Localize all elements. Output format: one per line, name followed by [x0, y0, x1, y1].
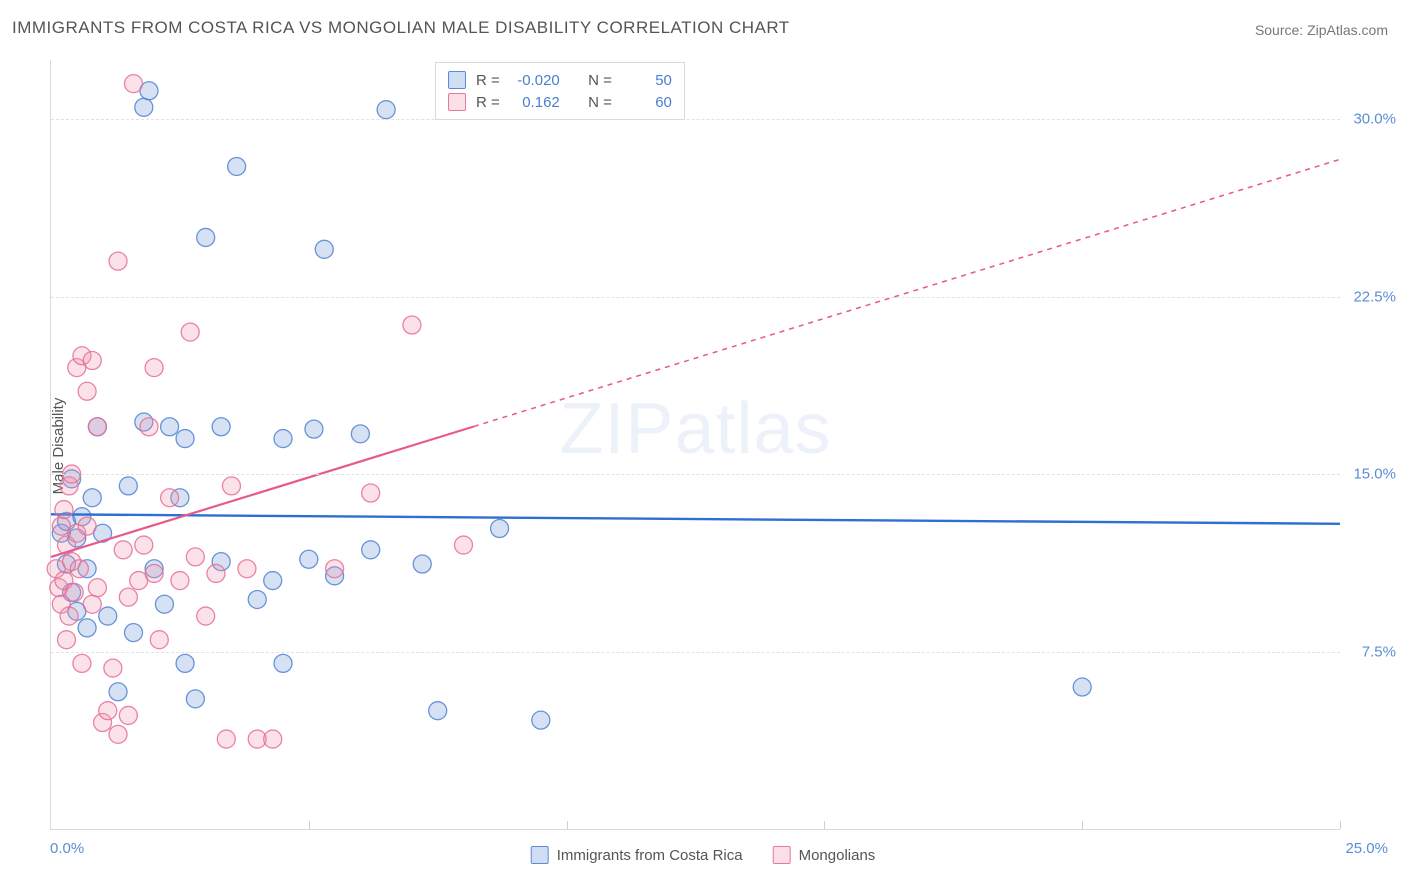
- swatch-pink-icon: [773, 846, 791, 864]
- swatch-blue-icon: [448, 71, 466, 89]
- y-tick-label: 7.5%: [1362, 643, 1396, 660]
- swatch-pink-icon: [448, 93, 466, 111]
- r-label: R =: [476, 72, 500, 89]
- chart-title: IMMIGRANTS FROM COSTA RICA VS MONGOLIAN …: [12, 18, 790, 38]
- legend-row-blue: R = -0.020 N = 50: [448, 69, 672, 91]
- y-tick-label: 22.5%: [1353, 288, 1396, 305]
- swatch-blue-icon: [531, 846, 549, 864]
- n-value-blue: 50: [622, 72, 672, 89]
- n-value-pink: 60: [622, 94, 672, 111]
- legend-row-pink: R = 0.162 N = 60: [448, 91, 672, 113]
- plot-svg: [51, 60, 1340, 829]
- n-label: N =: [588, 94, 612, 111]
- legend-correlation: R = -0.020 N = 50 R = 0.162 N = 60: [435, 62, 685, 120]
- y-tick-label: 30.0%: [1353, 111, 1396, 128]
- r-value-pink: 0.162: [510, 94, 560, 111]
- r-label: R =: [476, 94, 500, 111]
- y-tick-label: 15.0%: [1353, 466, 1396, 483]
- legend-item-blue: Immigrants from Costa Rica: [531, 846, 743, 864]
- legend-item-pink: Mongolians: [773, 846, 876, 864]
- legend-label-blue: Immigrants from Costa Rica: [557, 847, 743, 864]
- plot-area: ZIPatlas: [50, 60, 1340, 830]
- x-axis-min: 0.0%: [50, 840, 84, 857]
- legend-label-pink: Mongolians: [799, 847, 876, 864]
- legend-series: Immigrants from Costa Rica Mongolians: [531, 846, 876, 864]
- r-value-blue: -0.020: [510, 72, 560, 89]
- x-axis-max: 25.0%: [1345, 840, 1388, 857]
- source-label: Source: ZipAtlas.com: [1255, 22, 1388, 38]
- n-label: N =: [588, 72, 612, 89]
